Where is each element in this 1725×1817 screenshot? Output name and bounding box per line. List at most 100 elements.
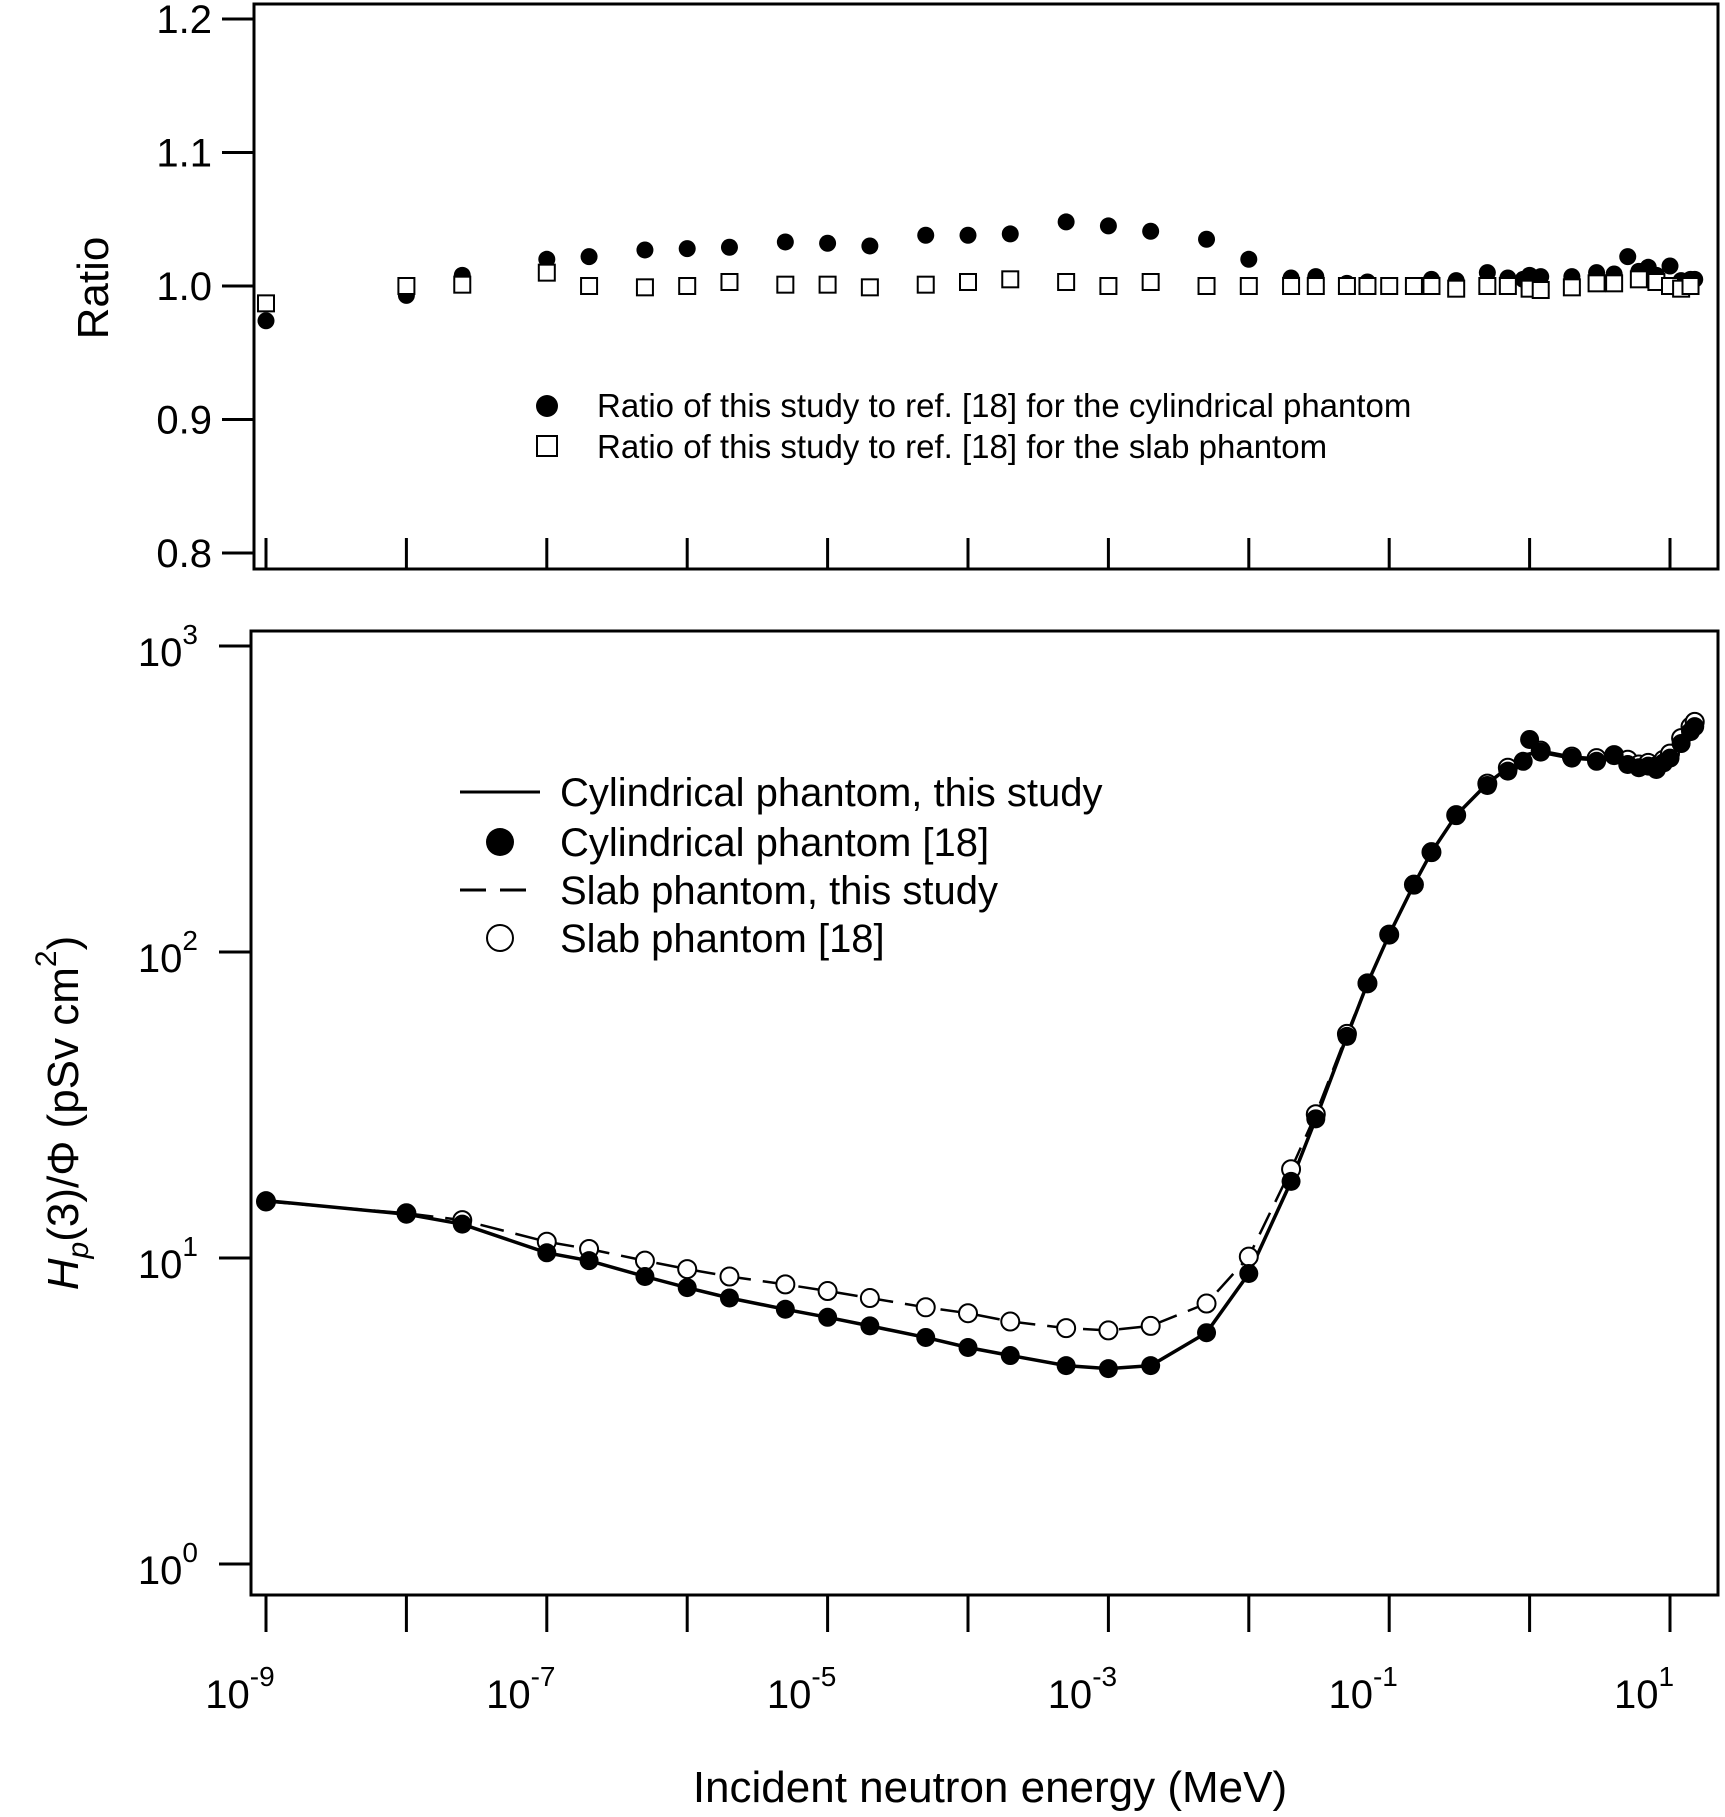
ratio-slab-point [1404, 277, 1423, 295]
cylindrical-ref-point [1604, 745, 1624, 765]
cylindrical-ref-point [1660, 748, 1680, 768]
ratio-slab-point [1531, 281, 1550, 300]
ratio-cylindrical-point [678, 240, 696, 258]
ratio-cylindrical-point [1198, 230, 1216, 248]
ratio-slab-point [537, 263, 556, 282]
cylindrical-ref-point [958, 1337, 978, 1357]
tick-base: 10 [138, 631, 183, 675]
ratio-slab-point [1587, 274, 1606, 293]
ratio-y-axis: 0.8 0.9 1.0 1.1 1.2 [156, 0, 254, 576]
dose-marker-series [256, 711, 1705, 1379]
cylindrical-ref-point [1498, 761, 1518, 781]
dose-x-tick-label: 10-1 [1328, 1661, 1397, 1717]
ratio-slab-point [1282, 277, 1301, 295]
ratio-slab-point [635, 278, 654, 297]
tick-base: 10 [486, 1673, 531, 1717]
tick-base: 10 [205, 1673, 250, 1717]
cylindrical-ref-point [452, 1214, 472, 1234]
cylindrical-ref-point [1379, 925, 1399, 945]
slab-ref-point [1000, 1311, 1021, 1332]
cylindrical-ref-point [1239, 1263, 1259, 1283]
tick-base: 10 [1328, 1673, 1373, 1717]
ratio-slab-point [1629, 270, 1648, 289]
tick-base: 10 [767, 1673, 812, 1717]
ratio-slab-point [916, 275, 935, 294]
ratio-slab-point [1562, 278, 1581, 297]
tick-exponent: 3 [182, 619, 198, 650]
ratio-cylindrical-point [1661, 257, 1679, 275]
ratio-slab-point [1681, 277, 1700, 295]
tick-base: 10 [138, 937, 183, 981]
legend-label-slab-ref: Slab phantom [18] [560, 917, 885, 961]
cylindrical-ref-point [1306, 1109, 1326, 1129]
ratio-slab-point [720, 272, 739, 291]
ratio-slab-point [1001, 270, 1020, 289]
tick-exponent: 0 [182, 1537, 198, 1568]
cylindrical-ref-point [1357, 973, 1377, 993]
tick-exponent: -9 [250, 1661, 275, 1692]
ratio-slab-point [1478, 277, 1497, 295]
ratio-y-tick-label: 1.2 [156, 0, 212, 42]
ratio-slab-point [1605, 274, 1624, 293]
slab-ref-point [1238, 1246, 1259, 1267]
legend-label-ratio-slab: Ratio of this study to ref. [18] for the… [597, 428, 1327, 465]
cylindrical-ref-point [860, 1316, 880, 1336]
ratio-slab-point [580, 277, 599, 295]
legend-marker-filled-circle [536, 395, 558, 417]
ratio-cylindrical-point [1099, 217, 1117, 235]
ratio-cylindrical-point [1057, 213, 1075, 231]
cylindrical-ref-point [579, 1251, 599, 1271]
cylindrical-ref-point [1477, 776, 1497, 796]
ratio-cylindrical-point [861, 237, 879, 255]
ratio-plot-frame [252, 2, 1720, 571]
slab-ref-point [677, 1259, 698, 1280]
ratio-cylindrical-point [917, 226, 935, 244]
ratio-slab-point [1099, 277, 1118, 295]
ratio-cylindrical-point [819, 234, 837, 252]
ratio-slab-point [1422, 277, 1441, 295]
tick-base: 10 [138, 1243, 183, 1287]
ratio-slab-point [1197, 277, 1216, 295]
dose-x-tick-label: 10-7 [486, 1661, 555, 1717]
dose-line-series [265, 721, 1696, 1371]
cylindrical-ref-point [818, 1307, 838, 1327]
tick-base: 10 [138, 1549, 183, 1593]
ratio-y-tick-label: 1.0 [156, 265, 212, 309]
dose-y-tick-label: 103 [138, 619, 198, 675]
dose-x-axis-title: Incident neutron energy (MeV) [693, 1763, 1287, 1812]
slab-ref-point [1056, 1318, 1077, 1339]
ratio-cylindrical-point [776, 233, 794, 251]
tick-base: 10 [1614, 1673, 1659, 1717]
ratio-slab-point [1380, 277, 1399, 295]
dose-plot-frame [249, 629, 1720, 1597]
cylindrical-ref-point [1337, 1026, 1357, 1046]
tick-exponent: 1 [182, 1231, 198, 1262]
ratio-y-tick-label: 0.9 [156, 399, 212, 443]
ratio-y-axis-title: Ratio [69, 237, 118, 340]
ratio-slab-point [257, 294, 275, 313]
ratio-slab-point [1141, 272, 1160, 291]
cylindrical-ref-point [1056, 1356, 1076, 1376]
ratio-slab-point [1306, 277, 1325, 295]
dose-x-tick-label: 10-9 [205, 1661, 274, 1717]
dose-legend: Cylindrical phantom, this study Cylindri… [460, 771, 1102, 961]
ratio-slab-point [678, 277, 697, 295]
slab-ref-point [634, 1250, 655, 1271]
tick-exponent: -3 [1092, 1661, 1117, 1692]
slab-ref-point [775, 1274, 796, 1295]
legend-label-cyl-this-study: Cylindrical phantom, this study [560, 771, 1102, 815]
cylindrical-ref-point [396, 1204, 416, 1224]
cylindrical-ref-point [775, 1299, 795, 1319]
cylindrical-ref-point [1520, 729, 1540, 749]
cylindrical-ref-point [635, 1267, 655, 1287]
ratio-cylindrical-point [959, 226, 977, 244]
cylindrical-ref-point [1513, 751, 1533, 771]
cylindrical-ref-point [1587, 751, 1607, 771]
legend-marker-filled-circle [486, 828, 514, 856]
ratio-cylindrical-point [257, 312, 275, 330]
slab-ref-point [1196, 1293, 1217, 1314]
tick-exponent: -1 [1373, 1661, 1398, 1692]
tick-exponent: 2 [182, 925, 198, 956]
ratio-slab-point [1057, 272, 1076, 291]
